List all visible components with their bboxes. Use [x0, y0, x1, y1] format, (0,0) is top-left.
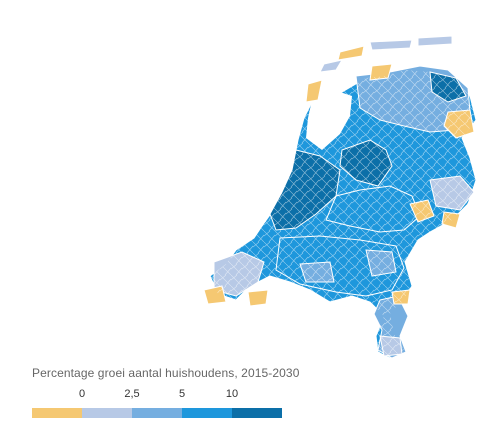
legend-swatch-decline [32, 408, 82, 418]
legend-swatch-5-10 [182, 408, 232, 418]
legend-color-bar [32, 408, 282, 418]
legend-tick-10: 10 [225, 388, 239, 400]
legend-swatch-2-5-5 [132, 408, 182, 418]
municipality-boundaries [210, 70, 476, 358]
legend-tick-0: 0 [78, 388, 86, 400]
legend-tick-5: 5 [178, 388, 186, 400]
wadden-island-terschelling [369, 39, 413, 51]
wadden-island-ameland [417, 35, 453, 47]
wadden-island-vlieland [319, 59, 344, 73]
wadden-island-texel [337, 45, 365, 61]
zeeland-decline-area-2 [247, 289, 269, 307]
legend-tick-2-5: 2,5 [124, 388, 140, 400]
legend-title: Percentage groei aantal huishoudens, 201… [32, 366, 300, 380]
netherlands-choropleth-map [203, 35, 477, 359]
legend-swatch-0-2-5 [82, 408, 132, 418]
legend-swatch-over-10 [232, 408, 282, 418]
